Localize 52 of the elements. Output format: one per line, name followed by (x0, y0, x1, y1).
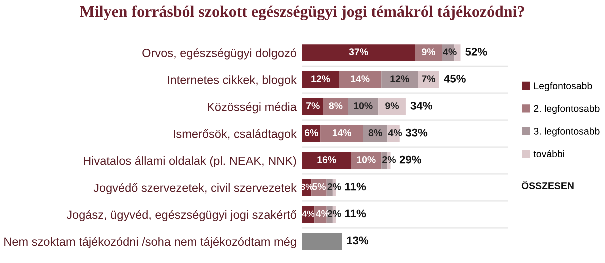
data-label: 5% (312, 183, 326, 190)
y-tick-label: Hivatalos állami oldalak (pl. NEAK, NNK) (84, 156, 296, 168)
data-label: 7% (306, 102, 320, 110)
total-label: 34% (410, 102, 432, 110)
total-label: 45% (444, 75, 466, 83)
legend-label: 2. legfontosabb (534, 105, 600, 114)
data-label: 8% (329, 102, 343, 110)
y-tick-label: Közösségi média (208, 102, 297, 114)
data-label: 14% (332, 130, 352, 136)
total-label: 33% (406, 128, 428, 137)
bar (302, 72, 340, 88)
legend-label: 3. legfontosabb (534, 128, 600, 137)
bar (320, 125, 364, 142)
data-label: 10% (354, 102, 373, 110)
bar (378, 98, 406, 116)
data-label: 16% (318, 156, 336, 164)
legend-label: Legfontosabb (534, 82, 592, 92)
bar (302, 233, 342, 250)
y-tick-label: Jogász, ügyvéd, egészségügyi jogi szakértő (66, 210, 296, 222)
y-tick-label: Nem szoktam tájékozódni /soha nem tájékozódtam még (4, 237, 296, 248)
data-label: 6% (304, 130, 318, 136)
y-tick-label: Orvos, egészségügyi dolgozó (142, 48, 296, 60)
data-label: 7% (422, 76, 436, 82)
y-tick-label: Ismerősök, családtagok (174, 129, 297, 141)
data-label: 10% (357, 156, 376, 164)
data-label: 4% (443, 48, 457, 56)
bar (415, 44, 442, 62)
total-label: 29% (400, 156, 422, 164)
legend-label: további (534, 150, 564, 158)
data-label: 9% (422, 48, 436, 56)
data-label: 2% (328, 183, 342, 190)
data-label: 8% (368, 130, 382, 136)
total-label: 11% (345, 210, 366, 218)
total-label: 11% (345, 182, 366, 191)
data-label: 37% (349, 48, 368, 56)
bar (339, 72, 382, 88)
data-label: 4% (388, 130, 402, 136)
bar (302, 44, 416, 62)
data-label: 2% (382, 156, 396, 164)
bar (382, 72, 418, 88)
total-label: 52% (466, 48, 488, 56)
bar (302, 152, 352, 170)
y-tick-label: Internetes cikkek, blogok (168, 76, 297, 87)
text: ÖSSZESEN (522, 181, 574, 190)
data-label: 9% (386, 102, 400, 110)
data-label: 14% (351, 76, 370, 82)
data-label: 12% (390, 76, 410, 82)
y-tick-label: Jogvédő szervezetek, civil szervezetek (94, 183, 297, 195)
data-label: 12% (312, 76, 330, 82)
data-label: 4% (302, 210, 315, 218)
total-label: 13% (347, 236, 369, 245)
chart-title: Milyen forrásból szokott egészségügyi jogi témákról tájékozódni? (80, 6, 524, 21)
